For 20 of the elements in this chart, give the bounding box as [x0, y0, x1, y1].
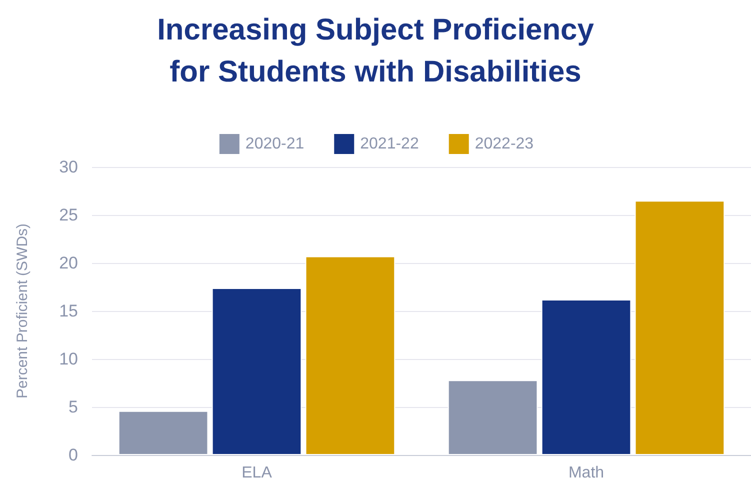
- chart-title: Increasing Subject Proficiency for Students with Disabilities: [157, 14, 594, 88]
- bar: [634, 200, 725, 455]
- bar: [541, 299, 632, 455]
- y-axis-title: Percent Proficient (SWDs): [14, 223, 31, 399]
- legend-label: 2020-21: [245, 136, 304, 152]
- legend-label: 2022-23: [474, 136, 534, 152]
- y-tick-label: 5: [68, 398, 78, 416]
- y-tick-label: 20: [59, 254, 78, 272]
- y-tick-label: 0: [68, 446, 78, 464]
- y-tick-label: 10: [59, 350, 78, 368]
- legend-label: 2021-22: [360, 136, 419, 152]
- y-tick-label: 30: [59, 158, 78, 176]
- bar: [448, 380, 538, 455]
- bar: [118, 410, 208, 455]
- bar: [212, 288, 302, 455]
- y-tick-label: 15: [59, 302, 78, 320]
- x-tick-label: ELA: [242, 464, 272, 481]
- x-tick-label: Math: [568, 464, 604, 481]
- bar: [305, 256, 396, 455]
- y-tick-label: 25: [59, 206, 78, 224]
